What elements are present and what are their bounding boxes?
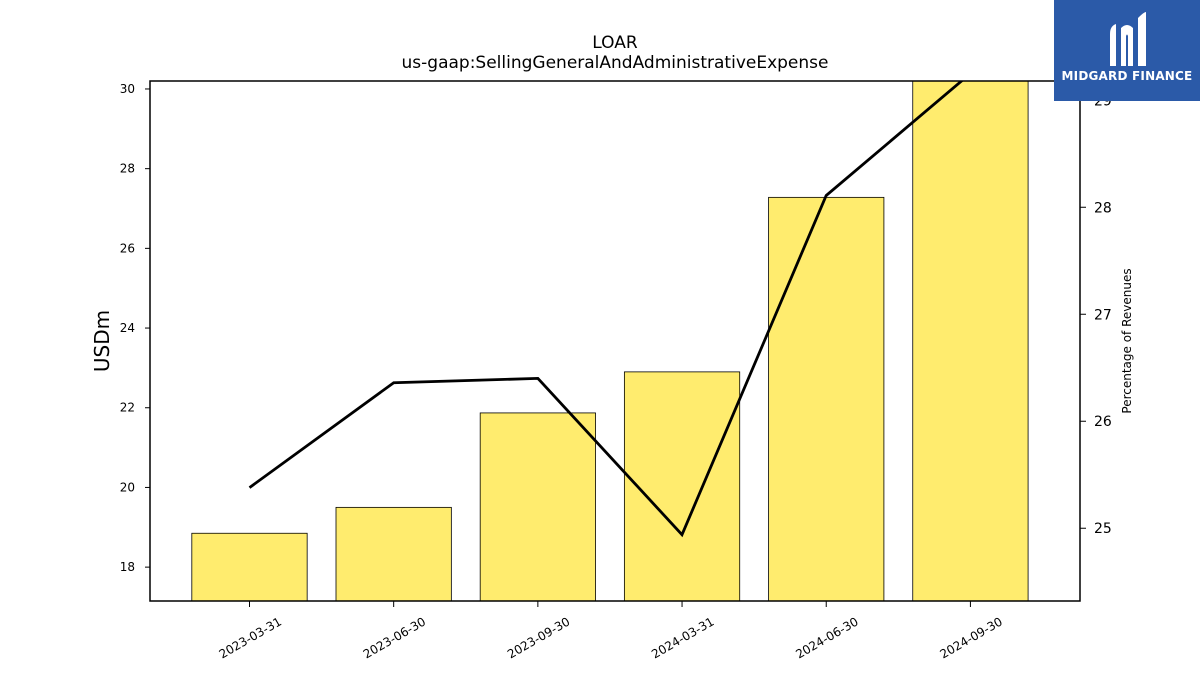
plot-frame bbox=[149, 80, 1081, 602]
bar bbox=[623, 371, 741, 601]
chart-title: LOAR bbox=[592, 33, 638, 53]
y-axis-right-label: Percentage of Revenues bbox=[1120, 268, 1134, 413]
x-tick-label: 2024-03-31 bbox=[649, 614, 716, 661]
chart-subtitle: us-gaap:SellingGeneralAndAdministrativeE… bbox=[402, 53, 829, 73]
midgard-logo-icon bbox=[1110, 12, 1146, 66]
y-right-tick-label: 26 bbox=[1094, 414, 1112, 430]
y-right-tick-label: 25 bbox=[1094, 521, 1112, 537]
y-tick-label: 18 bbox=[120, 560, 135, 574]
y-tick-label: 24 bbox=[120, 321, 135, 335]
y-axis-label: USDm bbox=[90, 310, 114, 372]
y-tick-label: 28 bbox=[120, 162, 135, 176]
midgard-finance-logo: MIDGARD FINANCE bbox=[1054, 0, 1200, 101]
y-right-tick-label: 27 bbox=[1094, 307, 1112, 323]
y-tick-label: 30 bbox=[120, 82, 135, 96]
series-line bbox=[248, 81, 964, 538]
bar bbox=[479, 412, 596, 601]
bar bbox=[335, 506, 452, 601]
y-right-tick-label: 28 bbox=[1094, 200, 1112, 216]
bar bbox=[912, 81, 1029, 601]
bar bbox=[191, 532, 308, 601]
y-tick-label: 26 bbox=[120, 241, 135, 255]
logo-text: MIDGARD FINANCE bbox=[1061, 69, 1193, 83]
bar bbox=[768, 196, 885, 601]
y-tick-label: 20 bbox=[120, 480, 135, 494]
x-tick-label: 2024-09-30 bbox=[938, 614, 1005, 661]
x-tick-label: 2023-03-31 bbox=[217, 614, 284, 661]
x-tick-label: 2024-06-30 bbox=[793, 614, 860, 661]
x-tick-label: 2023-06-30 bbox=[361, 614, 428, 661]
x-tick-label: 2023-09-30 bbox=[505, 614, 572, 661]
y-tick-label: 22 bbox=[120, 401, 135, 415]
